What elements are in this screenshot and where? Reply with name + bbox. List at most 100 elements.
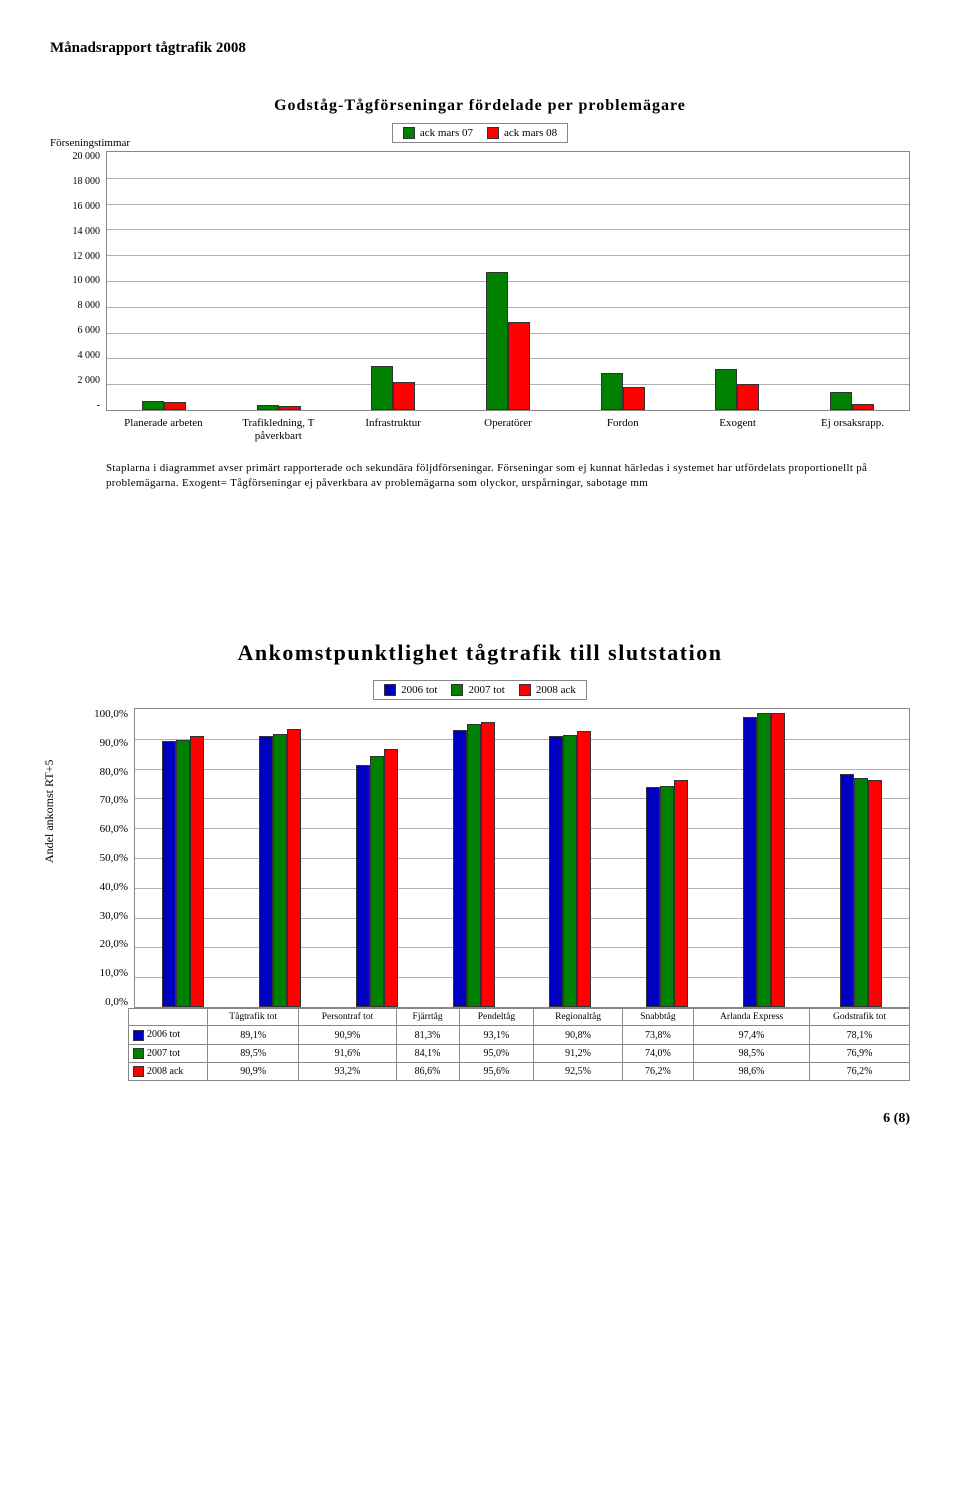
chart2-plot	[134, 708, 910, 1008]
y-tick: -	[50, 400, 100, 411]
bar	[508, 322, 530, 410]
table-header: Snabbtåg	[622, 1008, 693, 1025]
table-cell: 89,5%	[208, 1044, 299, 1062]
table-cell: 91,6%	[299, 1044, 396, 1062]
chart2-data-table: Tågtrafik totPersontraf totFjärrtågPende…	[128, 1008, 910, 1081]
y-tick: 50,0%	[70, 852, 128, 864]
chart1-plot	[106, 151, 910, 411]
x-label: Planerade arbeten	[118, 417, 208, 443]
table-header: Regionaltåg	[534, 1008, 622, 1025]
y-tick: 14 000	[50, 226, 100, 237]
x-label: Exogent	[693, 417, 783, 443]
y-tick: 60,0%	[70, 823, 128, 835]
table-header: Godstrafik tot	[810, 1008, 910, 1025]
chart1-x-labels: Planerade arbetenTrafikledning, T påverk…	[106, 417, 910, 443]
bar-group	[486, 152, 530, 410]
chart2-title: Ankomstpunktlighet tågtrafik till slutst…	[50, 640, 910, 666]
bar	[549, 736, 563, 1007]
bar	[757, 713, 771, 1007]
y-tick: 18 000	[50, 176, 100, 187]
table-header: Tågtrafik tot	[208, 1008, 299, 1025]
bar	[393, 382, 415, 410]
bar	[852, 404, 874, 410]
legend-item: 2006 tot	[384, 684, 437, 696]
legend-label: 2006 tot	[401, 684, 437, 696]
y-tick: 20,0%	[70, 938, 128, 950]
bar	[601, 373, 623, 410]
bar	[273, 734, 287, 1007]
legend-item: ack mars 08	[487, 127, 557, 139]
bar	[715, 369, 737, 410]
x-label: Operatörer	[463, 417, 553, 443]
row-swatch	[133, 1030, 144, 1041]
table-cell: 73,8%	[622, 1026, 693, 1044]
table-cell: 81,3%	[396, 1026, 459, 1044]
legend-swatch	[451, 684, 463, 696]
chart2-section: Ankomstpunktlighet tågtrafik till slutst…	[50, 640, 910, 1081]
bar	[660, 786, 674, 1007]
legend-item: 2008 ack	[519, 684, 576, 696]
bar	[356, 765, 370, 1007]
bar	[142, 401, 164, 410]
table-cell: 98,5%	[694, 1044, 810, 1062]
bar-group	[830, 152, 874, 410]
table-row: 2006 tot89,1%90,9%81,3%93,1%90,8%73,8%97…	[129, 1026, 910, 1044]
row-label-text: 2007 tot	[147, 1048, 180, 1059]
y-tick: 12 000	[50, 251, 100, 262]
table-cell: 76,2%	[810, 1062, 910, 1080]
bar	[577, 731, 591, 1007]
legend-label: ack mars 07	[420, 127, 473, 139]
bar-group	[549, 709, 591, 1007]
bar-group	[142, 152, 186, 410]
bar-group	[259, 709, 301, 1007]
table-cell: 98,6%	[694, 1062, 810, 1080]
bar	[868, 780, 882, 1007]
table-cell: 78,1%	[810, 1026, 910, 1044]
y-tick: 8 000	[50, 300, 100, 311]
row-swatch	[133, 1066, 144, 1077]
chart1-footnote: Staplarna i diagrammet avser primärt rap…	[106, 461, 910, 490]
bar-group	[162, 709, 204, 1007]
bar-group	[601, 152, 645, 410]
x-label: Infrastruktur	[348, 417, 438, 443]
bar	[830, 392, 852, 410]
table-cell: 86,6%	[396, 1062, 459, 1080]
y-tick: 40,0%	[70, 881, 128, 893]
table-cell: 92,5%	[534, 1062, 622, 1080]
table-cell: 93,1%	[459, 1026, 534, 1044]
bar	[743, 717, 757, 1007]
y-tick: 0,0%	[70, 996, 128, 1008]
table-header: Pendeltåg	[459, 1008, 534, 1025]
table-cell: 89,1%	[208, 1026, 299, 1044]
bar-group	[371, 152, 415, 410]
chart2-legend: 2006 tot2007 tot2008 ack	[373, 680, 587, 700]
bar-group	[743, 709, 785, 1007]
bar-group	[356, 709, 398, 1007]
table-header: Arlanda Express	[694, 1008, 810, 1025]
row-swatch	[133, 1048, 144, 1059]
bar	[646, 787, 660, 1007]
bar-group	[453, 709, 495, 1007]
y-tick: 10 000	[50, 275, 100, 286]
table-header: Fjärrtåg	[396, 1008, 459, 1025]
bar	[370, 756, 384, 1007]
bar	[190, 736, 204, 1007]
chart2-y-label: Andel ankomst RT+5	[42, 760, 57, 863]
table-corner	[129, 1008, 208, 1025]
legend-label: 2008 ack	[536, 684, 576, 696]
y-tick: 10,0%	[70, 967, 128, 979]
row-label-text: 2006 tot	[147, 1029, 180, 1040]
bar-group	[257, 152, 301, 410]
bar	[257, 405, 279, 410]
table-row: 2007 tot89,5%91,6%84,1%95,0%91,2%74,0%98…	[129, 1044, 910, 1062]
bar-group	[840, 709, 882, 1007]
y-tick: 70,0%	[70, 794, 128, 806]
table-row: 2008 ack90,9%93,2%86,6%95,6%92,5%76,2%98…	[129, 1062, 910, 1080]
chart1-y-axis: 20 00018 00016 00014 00012 00010 0008 00…	[50, 151, 106, 411]
chart1-title: Godståg-Tågförseningar fördelade per pro…	[50, 97, 910, 115]
bar	[771, 713, 785, 1007]
page-number: 6 (8)	[50, 1111, 910, 1127]
y-tick: 6 000	[50, 325, 100, 336]
bar-group	[646, 709, 688, 1007]
legend-label: ack mars 08	[504, 127, 557, 139]
